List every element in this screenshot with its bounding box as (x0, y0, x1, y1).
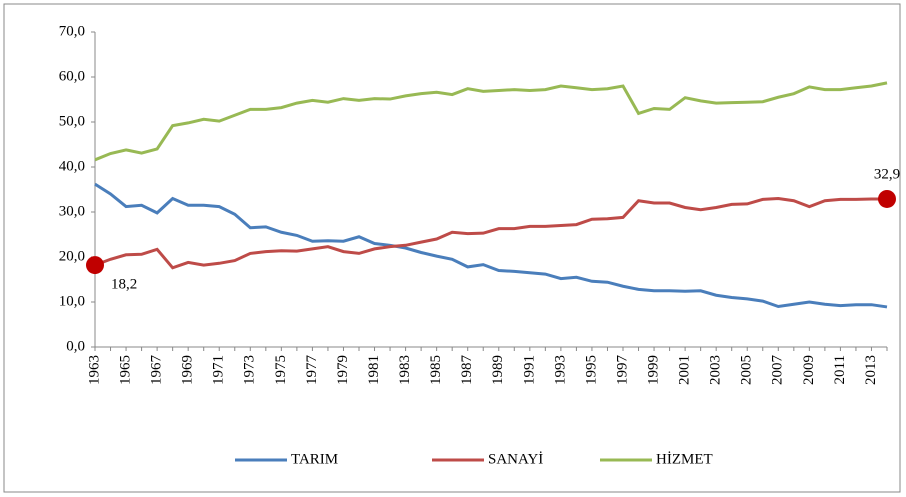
x-tick-label: 1989 (490, 355, 506, 385)
y-tick-label: 40,0 (59, 158, 85, 174)
x-tick-label: 1983 (397, 355, 413, 385)
x-tick-label: 1999 (645, 355, 661, 385)
x-tick-label: 1969 (180, 355, 196, 385)
x-tick-label: 1991 (521, 355, 537, 385)
line-series (94, 81, 888, 162)
data-label: 32,9 (874, 166, 900, 182)
x-tick-label: 1977 (304, 355, 320, 386)
x-tick-label: 1979 (335, 355, 351, 385)
y-tick-label: 20,0 (59, 248, 85, 264)
x-tick-label: 2007 (770, 355, 786, 386)
y-tick-label: 0,0 (66, 338, 85, 354)
x-tick-label: 1963 (86, 355, 102, 385)
x-tick-label: 1973 (242, 355, 258, 385)
x-tick-label: 2011 (832, 355, 848, 384)
x-tick-label: 1997 (614, 355, 630, 386)
x-tick-label: 2005 (739, 355, 755, 385)
y-tick-label: 30,0 (59, 203, 85, 219)
x-tick-label: 1981 (366, 355, 382, 385)
x-tick-label: 1993 (552, 355, 568, 385)
x-tick-label: 2009 (801, 355, 817, 385)
point-marker (878, 189, 896, 208)
y-tick-label: 60,0 (59, 68, 85, 84)
data-label: 18,2 (111, 277, 137, 293)
legend-label: TARIM (291, 451, 338, 467)
line-series (94, 182, 888, 309)
x-tick-label: 1985 (428, 355, 444, 385)
x-tick-label: 1975 (273, 355, 289, 385)
x-tick-label: 2001 (677, 355, 693, 385)
x-tick-label: 1967 (149, 355, 165, 386)
x-tick-label: 1965 (117, 355, 133, 385)
x-tick-label: 1971 (211, 355, 227, 385)
legend-label: HİZMET (656, 451, 713, 467)
chart-frame (3, 3, 901, 493)
y-tick-label: 10,0 (59, 293, 85, 309)
point-marker (86, 256, 104, 275)
legend-label: SANAYİ (488, 451, 543, 467)
x-tick-label: 1987 (459, 355, 475, 386)
x-tick-label: 2013 (863, 355, 879, 385)
y-tick-label: 50,0 (59, 113, 85, 129)
y-tick-label: 70,0 (59, 23, 85, 39)
x-tick-label: 1995 (583, 355, 599, 385)
line-series (94, 196, 887, 270)
x-tick-label: 2003 (708, 355, 724, 385)
